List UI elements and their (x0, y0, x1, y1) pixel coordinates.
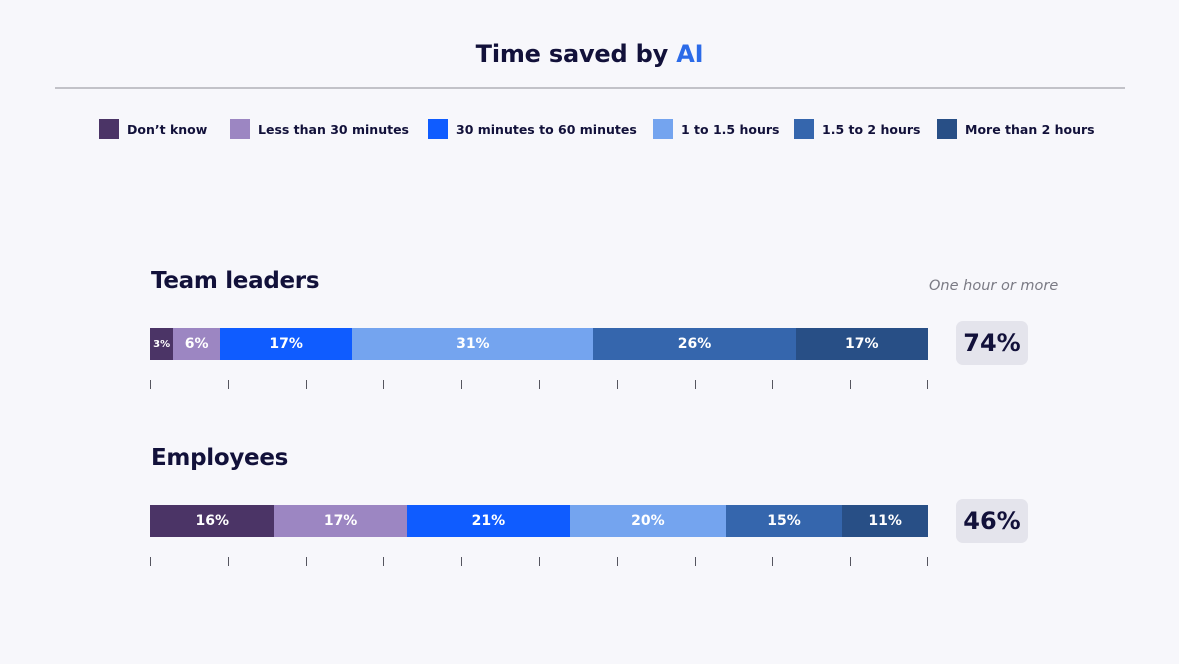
title-prefix: Time saved by (475, 40, 677, 68)
legend-label: Less than 30 minutes (258, 121, 409, 137)
legend-label: More than 2 hours (965, 121, 1095, 137)
tick-mark (772, 557, 774, 566)
tick-mark (305, 557, 307, 566)
legend-swatch-icon (653, 119, 673, 139)
tick-mark (927, 380, 928, 389)
legend-item-more-than-2: More than 2 hours (937, 119, 1095, 139)
legend-swatch-icon (428, 119, 448, 139)
bar-segment-30-to-60: 17% (220, 328, 353, 360)
legend-label: 1 to 1.5 hours (681, 121, 780, 137)
bar-segment-1-5-to-2: 15% (725, 505, 843, 537)
tick-axis-employees (150, 557, 928, 567)
legend-label: 1.5 to 2 hours (822, 121, 921, 137)
tick-mark (772, 380, 774, 389)
tick-mark (539, 557, 540, 566)
bar-segment-1-5-to-2: 26% (593, 328, 796, 360)
legend-swatch-icon (937, 119, 957, 139)
tick-mark (461, 557, 463, 566)
legend-item-1-to-1-5: 1 to 1.5 hours (653, 119, 794, 139)
legend-label: Don’t know (127, 121, 208, 137)
bar-segment-dont-know: 16% (150, 505, 275, 537)
bar-segment-1-to-1-5: 31% (352, 328, 594, 360)
bar-segment-more-than-2: 17% (795, 328, 928, 360)
tick-mark (850, 380, 852, 389)
tick-mark (616, 380, 618, 389)
legend-label: 30 minutes to 60 minutes (456, 121, 637, 137)
legend-swatch-icon (99, 119, 119, 139)
tick-mark (694, 380, 696, 389)
group-title-team-leaders: Team leaders (151, 268, 320, 294)
tick-mark (227, 557, 229, 566)
tick-mark (383, 380, 385, 389)
bar-segment-more-than-2: 11% (842, 505, 928, 537)
legend-swatch-icon (230, 119, 250, 139)
tick-mark (227, 380, 229, 389)
total-badge-team-leaders: 74% (956, 321, 1028, 365)
title-divider (55, 87, 1125, 89)
bar-segment-less-than-30: 17% (274, 505, 407, 537)
tick-mark (850, 557, 852, 566)
chart-title: Time saved by AI (0, 40, 1179, 68)
bar-segment-less-than-30: 6% (173, 328, 220, 360)
tick-axis-team-leaders (150, 380, 928, 390)
legend-item-1-5-to-2: 1.5 to 2 hours (794, 119, 937, 139)
tick-mark (305, 380, 307, 389)
bar-segment-1-to-1-5: 20% (570, 505, 726, 537)
tick-mark (694, 557, 696, 566)
tick-mark (383, 557, 385, 566)
stacked-bar-team-leaders: 3% 6% 17% 31% 26% 17% (150, 328, 928, 360)
tick-mark (539, 380, 540, 389)
legend-item-dont-know: Don’t know (99, 119, 230, 139)
stacked-bar-employees: 16% 17% 21% 20% 15% 11% (150, 505, 928, 537)
tick-mark (150, 380, 151, 389)
tick-mark (616, 557, 618, 566)
group-title-employees: Employees (151, 445, 289, 471)
bar-segment-30-to-60: 21% (406, 505, 571, 537)
legend-item-30-to-60: 30 minutes to 60 minutes (428, 119, 653, 139)
title-accent: AI (676, 40, 704, 68)
bar-segment-dont-know: 3% (150, 328, 174, 360)
legend-swatch-icon (794, 119, 814, 139)
one-hour-or-more-note: One hour or more (929, 278, 1059, 294)
tick-mark (150, 557, 151, 566)
tick-mark (461, 380, 463, 389)
legend: Don’t know Less than 30 minutes 30 minut… (99, 119, 1095, 139)
tick-mark (927, 557, 928, 566)
legend-item-less-than-30: Less than 30 minutes (230, 119, 428, 139)
total-badge-employees: 46% (956, 499, 1028, 543)
